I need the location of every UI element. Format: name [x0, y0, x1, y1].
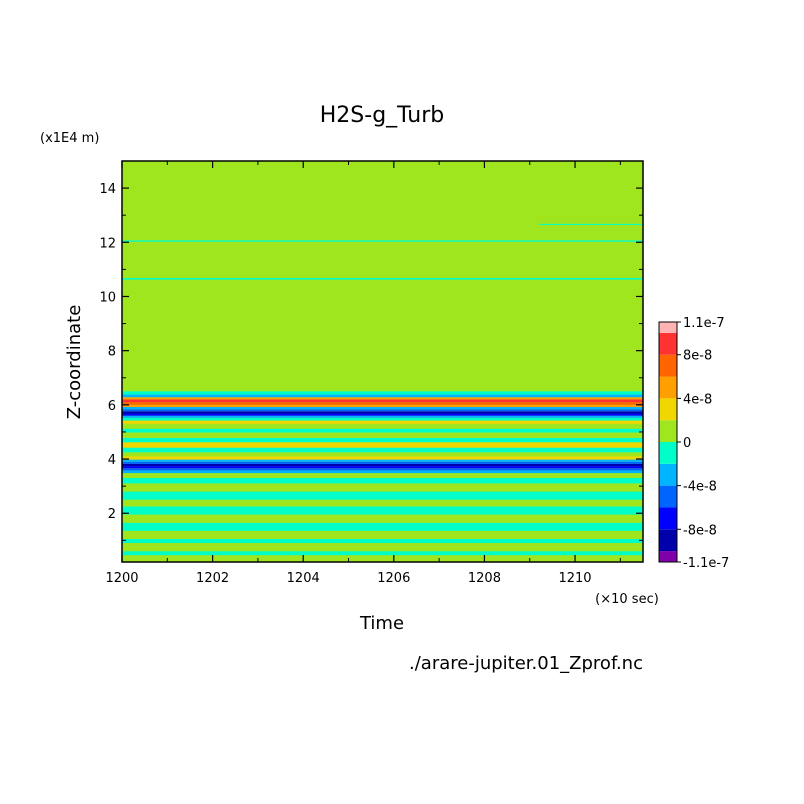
colorbar	[658, 321, 678, 563]
axis-ticks: 1200 1202 1204 1206 1208 1210 2 4 6 8 10 12 14	[99, 161, 643, 586]
chart-title: H2S-g_Turb	[320, 103, 444, 128]
heatmap-band	[122, 452, 643, 457]
heatmap-band	[122, 522, 643, 531]
heatmap-band	[122, 468, 643, 471]
heatmap-band	[122, 551, 643, 556]
heatmap-band	[122, 506, 643, 515]
x-tick-label: 1202	[196, 571, 229, 586]
colorbar-swatch	[659, 551, 677, 562]
colorbar-swatch	[659, 442, 677, 464]
heatmap-band	[122, 499, 643, 507]
heatmap-band	[122, 538, 643, 544]
colorbar-swatch	[659, 398, 677, 421]
y-axis-label: Z-coordinate	[64, 305, 85, 420]
heatmap-band	[122, 466, 643, 469]
plot-area	[122, 161, 643, 562]
colorbar-tick-label: 4e-8	[683, 392, 712, 407]
heatmap-band	[122, 463, 643, 467]
heatmap-band	[122, 491, 643, 500]
heatmap-band	[122, 437, 643, 443]
x-tick-label: 1206	[377, 571, 410, 586]
colorbar-tick-label: 0	[683, 436, 691, 451]
heatmap-band	[122, 442, 643, 448]
colorbar-swatch	[659, 354, 677, 377]
heatmap-band	[122, 409, 643, 412]
colorbar-swatch	[659, 463, 677, 486]
heatmap-band	[122, 514, 643, 523]
heatmap-band	[122, 432, 643, 438]
heatmap-band	[122, 447, 643, 453]
heatmap-band	[122, 417, 643, 421]
heatmap-band	[122, 478, 643, 484]
colorbar-swatch	[659, 322, 677, 333]
y-tick-label: 2	[108, 507, 116, 522]
colorbar-labels: 1.1e-7 8e-8 4e-8 0 -4e-8 -8e-8 -1.1e-7	[677, 316, 729, 571]
heatmap-band	[538, 223, 643, 225]
heatmap-band	[122, 394, 643, 398]
heatmap-band	[122, 470, 643, 474]
heatmap-band	[122, 407, 643, 410]
colorbar-tick-label: 1.1e-7	[683, 316, 725, 331]
y-tick-label: 14	[99, 182, 116, 197]
colorbar-swatch	[659, 332, 677, 355]
heatmap-band	[122, 456, 643, 460]
colorbar-swatch	[659, 376, 677, 399]
heatmap-band	[122, 391, 643, 395]
colorbar-tick-label: -4e-8	[683, 480, 717, 495]
heatmap-band	[122, 423, 643, 429]
heatmap-band	[122, 543, 643, 552]
y-tick-label: 12	[99, 236, 116, 251]
x-tick-label: 1204	[287, 571, 320, 586]
x-axis-unit: (×10 sec)	[595, 592, 659, 607]
heatmap-band	[122, 420, 643, 424]
heatmap-band	[122, 473, 643, 479]
heatmap-band	[122, 555, 643, 562]
heatmap-band	[122, 461, 643, 464]
colorbar-swatch	[659, 420, 677, 442]
heatmap-band	[122, 413, 643, 416]
y-tick-label: 4	[108, 453, 116, 468]
colorbar-swatch	[659, 485, 677, 508]
colorbar-tick-label: -1.1e-7	[683, 556, 729, 571]
x-tick-label: 1208	[468, 571, 501, 586]
x-tick-label: 1210	[558, 571, 591, 586]
y-axis-unit: (x1E4 m)	[40, 131, 99, 146]
y-tick-label: 8	[108, 345, 116, 360]
heatmap-band	[122, 415, 643, 418]
y-tick-label: 6	[108, 399, 116, 414]
heatmap-band	[122, 530, 643, 539]
source-file-label: ./arare-jupiter.01_Zprof.nc	[409, 653, 643, 674]
plot-frame	[121, 160, 644, 563]
heatmap-band	[122, 399, 643, 403]
heatmap-band	[122, 411, 643, 414]
heatmap-band	[122, 428, 643, 433]
heatmap-band	[122, 397, 643, 400]
heatmap-band	[122, 483, 643, 492]
heatmap-band	[122, 404, 643, 408]
colorbar-tick-label: 8e-8	[683, 349, 712, 364]
y-tick-label: 10	[99, 290, 116, 305]
colorbar-swatch	[659, 529, 677, 552]
heatmap-band	[122, 278, 643, 280]
heatmap-band	[122, 459, 643, 462]
x-tick-label: 1200	[105, 571, 138, 586]
colorbar-swatch	[659, 507, 677, 530]
x-axis-label: Time	[359, 613, 404, 634]
heatmap-band	[122, 240, 643, 242]
heatmap-band	[122, 402, 643, 405]
colorbar-tick-label: -8e-8	[683, 523, 717, 538]
